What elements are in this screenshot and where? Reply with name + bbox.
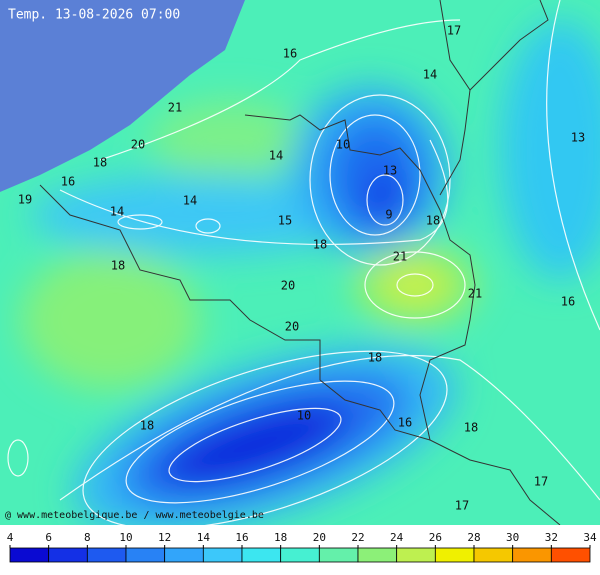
contour-label: 16 (561, 295, 575, 309)
sea (0, 0, 245, 192)
contour-label: 18 (313, 238, 327, 252)
colorbar-tick-label: 8 (84, 531, 91, 544)
contour-label: 17 (534, 475, 548, 489)
contour-label: 14 (183, 194, 197, 208)
colorbar-tick-label: 6 (45, 531, 52, 544)
colorbar-segment (396, 547, 436, 563)
colorbar-segment (357, 547, 398, 563)
colorbar-segment (512, 547, 552, 563)
contour-label: 9 (385, 208, 392, 222)
map-title: Temp. 13-08-2026 07:00 (8, 8, 180, 23)
contour-label: 20 (285, 320, 299, 334)
contour-label: 21 (393, 250, 407, 264)
colorbar-segment (9, 547, 50, 563)
contour-label: 21 (168, 101, 182, 115)
contour-label: 10 (336, 138, 350, 152)
colorbar-tick-label: 26 (429, 531, 442, 544)
contour-label: 18 (111, 259, 125, 273)
contour-label: 16 (398, 416, 412, 430)
contour-label: 13 (571, 131, 585, 145)
colorbar-tick-label: 28 (467, 531, 480, 544)
colorbar-tick-label: 10 (119, 531, 132, 544)
contour-label: 18 (464, 421, 478, 435)
colorbar-segment (473, 547, 514, 563)
colorbar-tick-label: 12 (158, 531, 171, 544)
colorbar-tick-label: 34 (583, 531, 597, 544)
colorbar-segment (125, 547, 166, 563)
contour-label: 18 (426, 214, 440, 228)
colorbar-segment (164, 547, 204, 563)
contour-label: 17 (447, 24, 461, 38)
colorbar-segment (318, 547, 359, 563)
contour-label: 16 (61, 175, 75, 189)
colorbar-tick-label: 18 (274, 531, 287, 544)
colorbar-segment (550, 547, 591, 563)
contour-label: 19 (18, 193, 32, 207)
contour-label: 15 (278, 214, 292, 228)
colorbar-tick-label: 14 (197, 531, 211, 544)
colorbar-segment (241, 547, 282, 563)
credit: @ www.meteobelgique.be / www.meteobelgie… (5, 510, 264, 521)
colorbar-tick-label: 22 (351, 531, 364, 544)
colorbar-tick-label: 24 (390, 531, 404, 544)
colorbar-segment (48, 547, 88, 563)
colorbar: 4 6 8 10 12 14 16 18 20 22 24 26 28 30 32 34 (7, 531, 597, 563)
contour-label: 10 (297, 409, 311, 423)
contour-label: 13 (383, 164, 397, 178)
contour-label: 14 (110, 205, 124, 219)
contour-label: 18 (93, 156, 107, 170)
contour-label: 14 (269, 149, 283, 163)
contour-label: 17 (455, 499, 469, 513)
colorbar-tick-label: 4 (7, 531, 14, 544)
contours (7, 0, 600, 525)
contour-label: 20 (281, 279, 295, 293)
contour-label: 20 (131, 138, 145, 152)
contour-label: 14 (423, 68, 437, 82)
contour-label: 16 (283, 47, 297, 61)
colorbar-segment (280, 547, 320, 563)
colorbar-segment (434, 547, 475, 563)
colorbar-tick-label: 32 (545, 531, 558, 544)
borders (39, 0, 561, 525)
contour-label: 21 (468, 287, 482, 301)
contour-label: 18 (140, 419, 154, 433)
contour-labels: 17 16 14 21 20 10 14 13 18 13 16 19 14 14 9 18 15 18 21 18 2… (18, 24, 585, 513)
colorbar-tick-label: 30 (506, 531, 519, 544)
colorbar-segment (86, 547, 127, 563)
colorbar-tick-label: 16 (235, 531, 248, 544)
contour-label: 18 (368, 351, 382, 365)
colorbar-segment (202, 547, 243, 563)
colorbar-tick-label: 20 (313, 531, 326, 544)
